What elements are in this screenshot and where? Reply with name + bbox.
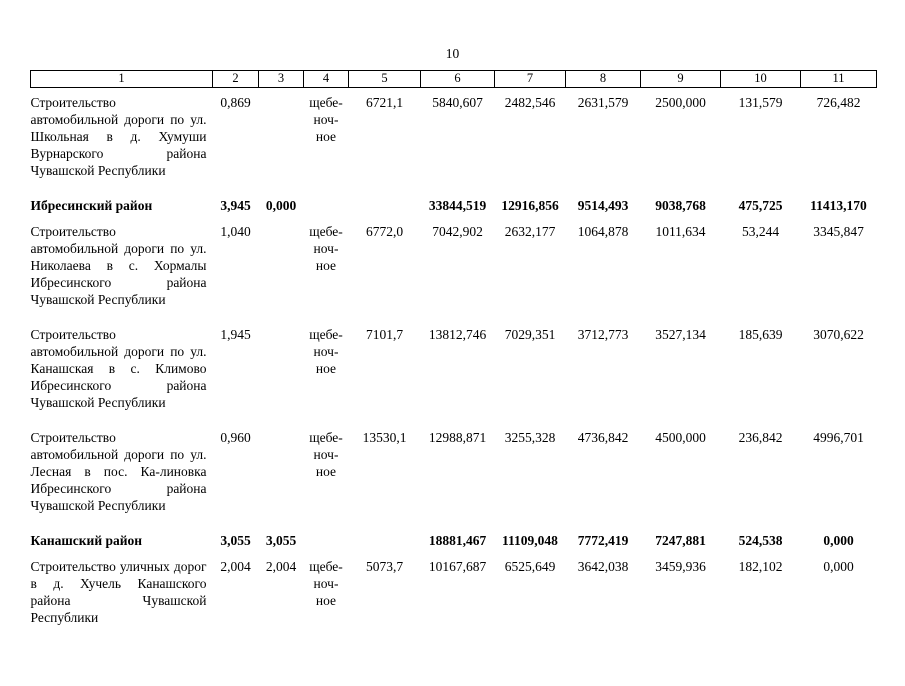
table-row-district: Ибресинский район 3,945 0,000 33844,519 … xyxy=(31,191,877,217)
surface-type-cell: щебе- ноч- ное xyxy=(309,224,343,273)
table-cell: 131,579 xyxy=(738,95,783,110)
table-cell: 3712,773 xyxy=(577,327,629,342)
table-cell: 1,945 xyxy=(220,327,251,342)
table-cell: 2500,000 xyxy=(655,95,706,110)
column-header: 1 xyxy=(30,70,213,88)
table-cell: 0,000 xyxy=(823,533,854,548)
table-cell: 524,538 xyxy=(738,533,783,548)
table-cell: 4736,842 xyxy=(577,430,629,445)
table-cell: 3642,038 xyxy=(577,559,629,574)
project-name-cell: Строительство автомобильной дороги по ул… xyxy=(30,327,207,410)
surface-type-cell: щебе- ноч- ное xyxy=(309,95,343,144)
table-cell: 2,004 xyxy=(265,559,297,574)
table-cell xyxy=(259,423,304,526)
table-cell: 4996,701 xyxy=(813,430,864,445)
table-cell: 726,482 xyxy=(816,95,861,110)
column-header: 9 xyxy=(640,70,721,88)
table-cell: 12916,856 xyxy=(501,198,559,213)
table-cell: 3,055 xyxy=(220,533,251,548)
table-cell: 6772,0 xyxy=(365,224,404,239)
table-cell: 7247,881 xyxy=(655,533,706,548)
table-cell: 3459,936 xyxy=(655,559,706,574)
table-cell: 0,000 xyxy=(823,559,854,574)
table-row-district: Канашский район 3,055 3,055 18881,467 11… xyxy=(31,526,877,552)
table-cell: 18881,467 xyxy=(428,533,487,548)
column-header: 5 xyxy=(348,70,421,88)
project-name-cell: Строительство автомобильной дороги по ул… xyxy=(30,430,207,513)
table-cell: 3345,847 xyxy=(813,224,864,239)
table-cell: 10167,687 xyxy=(428,559,487,574)
table-cell: 11109,048 xyxy=(502,533,558,548)
table-cell: 3255,328 xyxy=(504,430,556,445)
table-cell: 1,040 xyxy=(220,224,251,239)
table-cell: 4500,000 xyxy=(655,430,706,445)
table-cell: 2482,546 xyxy=(504,95,556,110)
table-cell: 9514,493 xyxy=(577,198,629,213)
table-cell: 3,055 xyxy=(265,533,297,548)
district-name-cell: Ибресинский район xyxy=(30,198,153,213)
surface-type-cell: щебе- ноч- ное xyxy=(309,430,343,479)
project-name-cell: Строительство автомобильной дороги по ул… xyxy=(30,95,207,178)
table-cell: 53,244 xyxy=(741,224,780,239)
table-cell xyxy=(349,526,421,552)
table-cell: 7772,419 xyxy=(577,533,629,548)
table-cell: 7101,7 xyxy=(365,327,404,342)
table-cell xyxy=(259,88,304,192)
table-cell: 0,869 xyxy=(220,95,251,110)
surface-type-cell: щебе- ноч- ное xyxy=(309,559,343,608)
table-cell: 3527,134 xyxy=(655,327,706,342)
table-cell: 1011,634 xyxy=(655,224,706,239)
table-cell: 13530,1 xyxy=(362,430,407,445)
column-header: 7 xyxy=(494,70,566,88)
table-cell: 3,945 xyxy=(220,198,251,213)
table-cell: 5073,7 xyxy=(365,559,404,574)
table-cell: 13812,746 xyxy=(428,327,487,342)
table-cell: 7042,902 xyxy=(432,224,483,239)
page-number: 10 xyxy=(445,46,460,61)
table-cell: 182,102 xyxy=(738,559,783,574)
table-row-project: Строительство автомобильной дороги по ул… xyxy=(31,423,877,526)
column-header: 2 xyxy=(212,70,259,88)
table-cell xyxy=(259,320,304,423)
column-header: 10 xyxy=(720,70,801,88)
table-cell xyxy=(259,217,304,320)
column-header: 4 xyxy=(303,70,349,88)
table-cell: 0,960 xyxy=(220,430,251,445)
table-row-project: Строительство автомобильной дороги по ул… xyxy=(31,320,877,423)
table-cell: 9038,768 xyxy=(655,198,706,213)
surface-type-cell: щебе- ноч- ное xyxy=(309,327,343,376)
table-cell: 7029,351 xyxy=(504,327,556,342)
table-cell: 1064,878 xyxy=(577,224,629,239)
table-cell: 6721,1 xyxy=(365,95,404,110)
table-row-project: Строительство автомобильной дороги по ул… xyxy=(31,217,877,320)
column-header: 11 xyxy=(800,70,877,88)
table-cell: 11413,170 xyxy=(810,198,867,213)
table-cell: 5840,607 xyxy=(432,95,483,110)
table-cell: 2,004 xyxy=(220,559,251,574)
roads-funding-table: 1 2 3 4 5 6 7 8 9 10 11 Строительство ав… xyxy=(30,70,877,638)
table-cell: 2631,579 xyxy=(577,95,629,110)
surface-type-cell xyxy=(304,191,349,217)
table-header-row: 1 2 3 4 5 6 7 8 9 10 11 xyxy=(30,70,877,88)
table-cell: 3070,622 xyxy=(813,327,864,342)
table-cell: 33844,519 xyxy=(428,198,487,213)
table-cell: 0,000 xyxy=(265,198,297,213)
table-cell: 6525,649 xyxy=(504,559,556,574)
document-page: 10 1 2 3 4 5 6 7 8 9 10 11 Строи xyxy=(0,46,905,638)
column-header: 8 xyxy=(565,70,641,88)
table-cell: 2632,177 xyxy=(504,224,556,239)
column-header: 3 xyxy=(258,70,304,88)
surface-type-cell xyxy=(304,526,349,552)
table-row-project: Строительство уличных дорог в д. Хучель … xyxy=(31,552,877,638)
table-row-project: Строительство автомобильной дороги по ул… xyxy=(31,88,877,192)
project-name-cell: Строительство уличных дорог в д. Хучель … xyxy=(30,559,207,625)
table-cell: 185,639 xyxy=(738,327,783,342)
table-cell: 12988,871 xyxy=(428,430,487,445)
project-name-cell: Строительство автомобильной дороги по ул… xyxy=(30,224,207,307)
table-cell: 236,842 xyxy=(738,430,783,445)
district-name-cell: Канашский район xyxy=(30,533,143,548)
column-header: 6 xyxy=(420,70,495,88)
table-cell xyxy=(349,191,421,217)
table-cell: 475,725 xyxy=(738,198,783,213)
